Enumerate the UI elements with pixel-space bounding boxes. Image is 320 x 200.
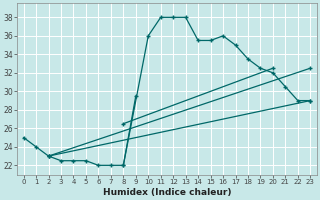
X-axis label: Humidex (Indice chaleur): Humidex (Indice chaleur): [103, 188, 231, 197]
